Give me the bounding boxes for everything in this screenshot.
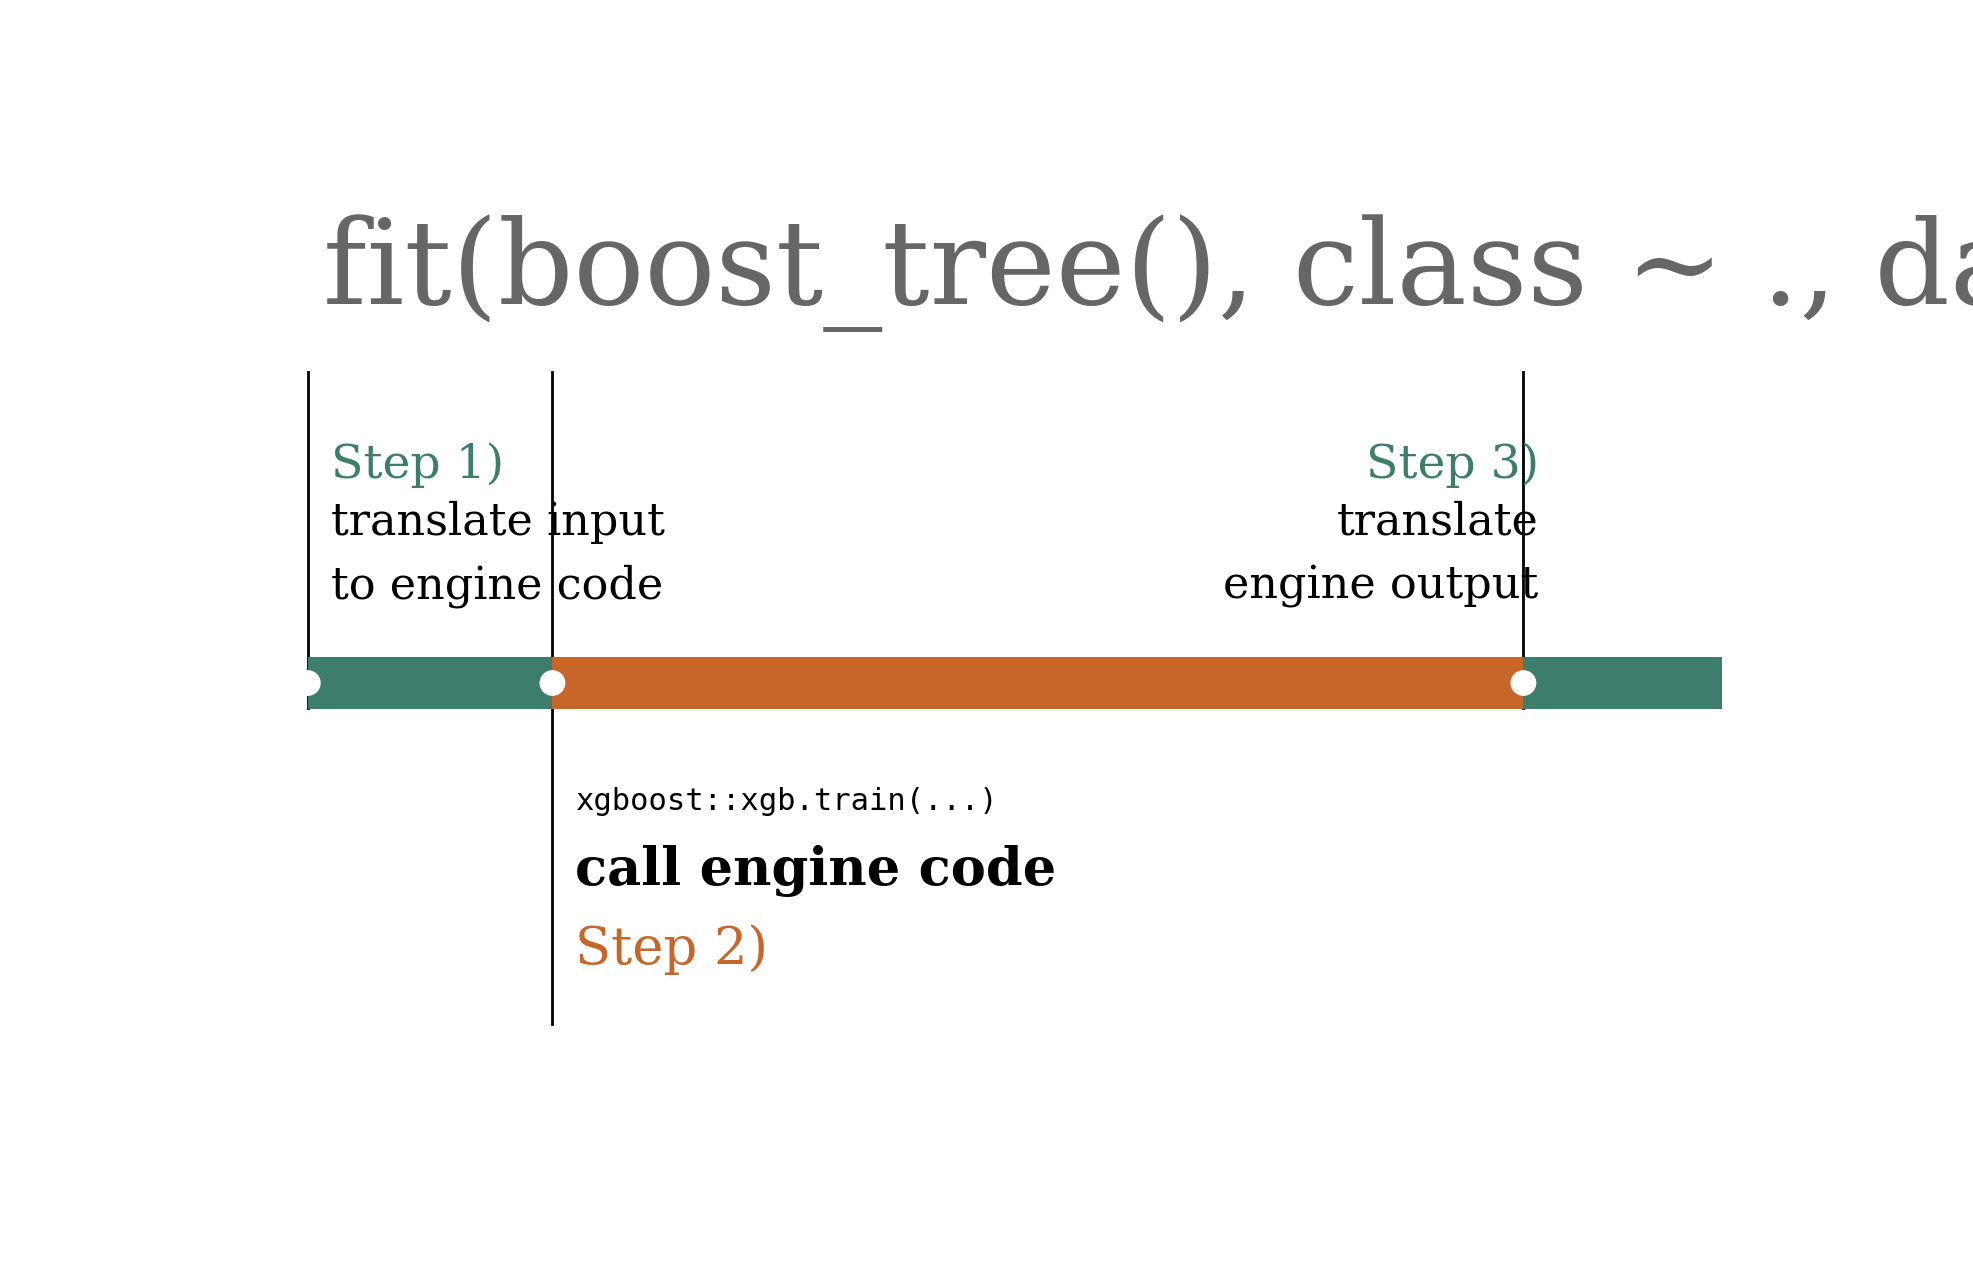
Text: Step 2): Step 2) — [576, 924, 767, 976]
Text: xgboost::xgb.train(...): xgboost::xgb.train(...) — [576, 787, 998, 817]
Ellipse shape — [541, 670, 564, 695]
Text: Step 1): Step 1) — [331, 443, 503, 488]
Ellipse shape — [1511, 670, 1535, 695]
Text: translate input
to engine code: translate input to engine code — [331, 501, 665, 609]
Text: translate
engine output: translate engine output — [1223, 501, 1539, 609]
Text: fit(boost_tree(), class ~ ., data = d): fit(boost_tree(), class ~ ., data = d) — [324, 214, 1973, 331]
Bar — [552, 657, 1523, 709]
Ellipse shape — [296, 670, 320, 695]
Text: call engine code: call engine code — [576, 845, 1058, 896]
Bar — [308, 657, 552, 709]
Bar — [1523, 657, 1722, 709]
Text: Step 3): Step 3) — [1365, 443, 1539, 488]
